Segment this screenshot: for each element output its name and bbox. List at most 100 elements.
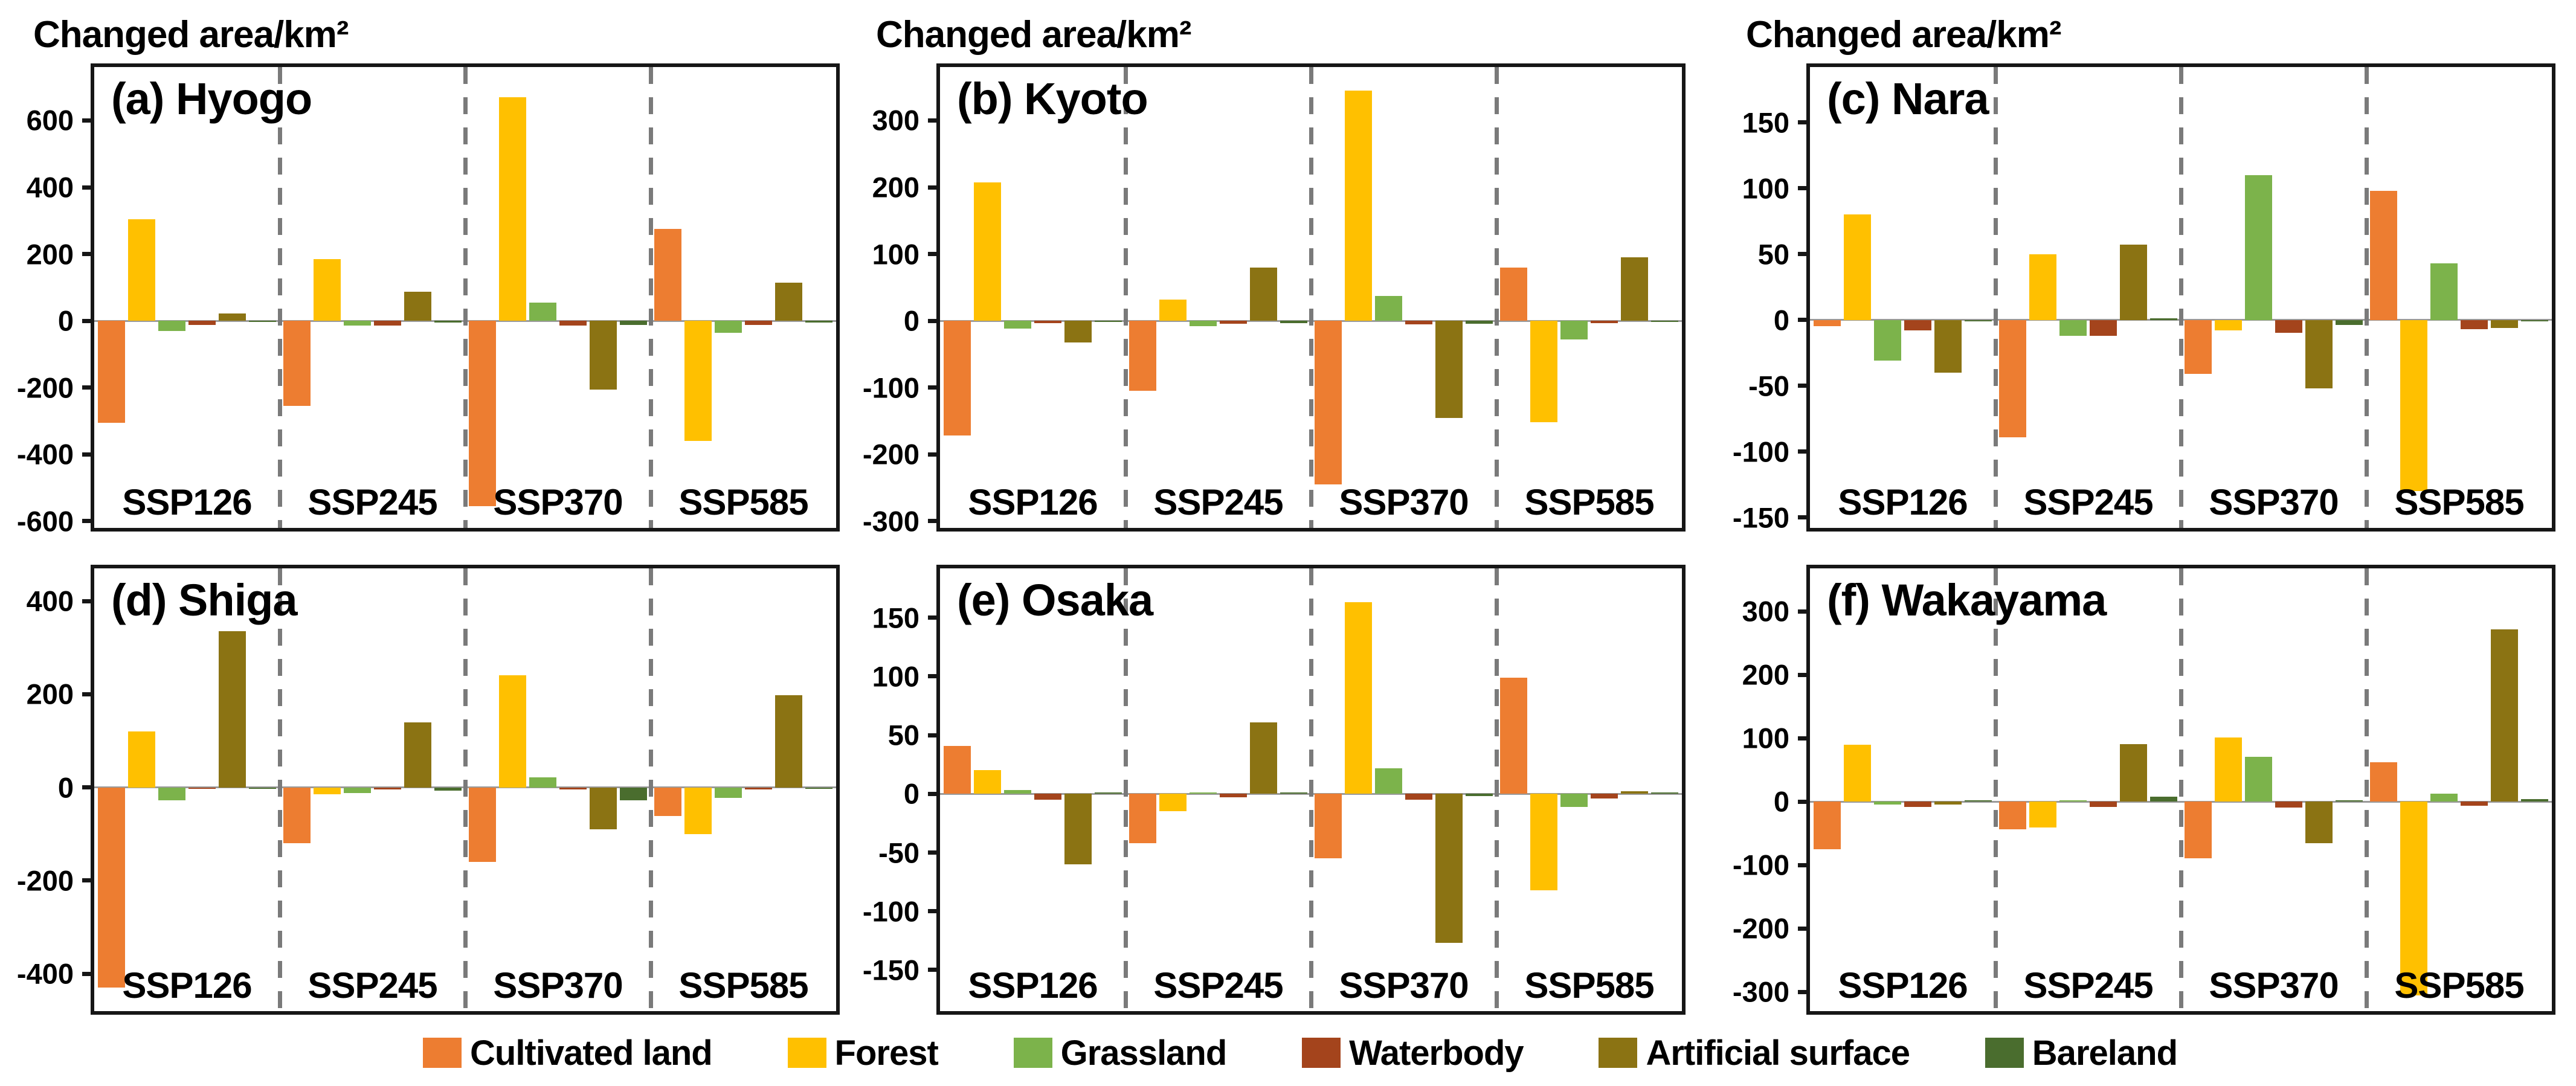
bar-artificial-surface [1064,794,1092,864]
bar-artificial-surface [2491,629,2518,802]
bar-waterbody [188,787,216,789]
panel-label: (b) Kyoto [957,74,1148,124]
bar-bareland [434,787,462,791]
bar-cultivated-land [1999,802,2026,829]
legend-label: Waterbody [1349,1033,1524,1073]
y-tick-label: 50 [887,719,919,751]
panel-shiga: SSP126 SSP245 SSP370 SSP585 (d) Shiga 400 20… [17,565,840,1015]
panel-hyogo: SSP126 SSP245 SSP370 SSP585 (a) Hyogo 600 40… [17,63,840,537]
bar-forest [2400,802,2427,995]
bar-cultivated-land [1129,794,1156,843]
bar-cultivated-land [469,787,496,863]
scenario-divider [2364,568,2369,1011]
y-tick-mark [82,519,94,524]
bar-bareland [2150,797,2177,802]
bar-waterbody [1034,321,1061,323]
scenario-label: SSP370 [1339,965,1469,1006]
legend-item-bareland: Bareland [1985,1033,2178,1073]
bar-waterbody [374,787,401,789]
y-tick-mark [82,118,94,123]
grassland-swatch-icon [1013,1038,1052,1068]
y-tick-label: 200 [26,238,74,271]
y-tick-mark [82,971,94,976]
y-tick-mark [82,785,94,790]
y-tick-mark [928,909,940,914]
bar-forest [1844,214,1871,320]
y-tick-mark [928,452,940,457]
bar-bareland [1965,320,1992,321]
bar-cultivated-land [283,321,311,406]
bar-cultivated-land [2185,320,2212,374]
plot-canvas: SSP126 SSP245 SSP370 SSP585 [940,67,1682,528]
y-tick-label: 0 [1773,304,1789,336]
y-tick-label: 400 [26,171,74,204]
bar-bareland [1280,792,1307,794]
bar-artificial-surface [775,282,802,321]
bar-forest [499,675,526,788]
bar-forest [1844,744,1871,802]
y-tick-mark [82,878,94,883]
y-tick-mark [928,674,940,679]
bar-forest [974,770,1001,794]
bar-forest [684,787,712,834]
bar-forest [128,219,155,321]
scenario-label: SSP245 [308,482,437,522]
y-tick-mark [82,318,94,323]
plot-canvas: SSP126 SSP245 SSP370 SSP585 [94,568,836,1011]
bar-bareland [1651,321,1678,323]
y-tick-mark [1798,863,1810,867]
y-tick-label: 600 [26,104,74,137]
bar-grassland [1375,768,1402,794]
bar-cultivated-land [1315,794,1342,859]
y-tick-mark [928,185,940,190]
scenario-divider [2178,568,2183,1011]
bar-artificial-surface [404,291,431,321]
y-tick-label: -50 [878,837,919,869]
bar-waterbody [559,321,587,326]
artificial-surface-swatch-icon [1599,1038,1638,1068]
bar-grassland [1004,790,1031,794]
y-tick-mark [82,599,94,603]
axis-title-col-a: Changed area/km² [33,14,349,56]
panel-label: (f) Wakayama [1827,575,2107,625]
y-tick-mark [928,519,940,524]
y-tick-label: 100 [1742,172,1789,205]
legend-item-forest: Forest [787,1033,939,1073]
scenario-label: SSP585 [1524,482,1654,522]
panel-osaka: SSP126 SSP245 SSP370 SSP585 (e) Osaka 150 10… [863,565,1686,1015]
bar-waterbody [1591,321,1618,323]
bareland-swatch-icon [1985,1038,2024,1068]
y-tick-mark [1798,672,1810,677]
bar-waterbody [1405,321,1432,324]
bar-forest [2400,320,2427,491]
bar-forest [1159,794,1187,812]
bar-grassland [2245,175,2272,320]
bar-artificial-surface [1435,321,1463,418]
bar-cultivated-land [654,787,681,817]
cultivated-land-swatch-icon [423,1038,462,1068]
scenario-divider [463,568,468,1011]
bar-bareland [249,787,276,789]
bar-waterbody [2090,802,2117,807]
waterbody-swatch-icon [1302,1038,1341,1068]
y-tick-mark [1798,515,1810,520]
scenario-label: SSP126 [968,965,1098,1006]
bar-forest [314,787,341,795]
scenario-divider [277,568,282,1011]
bar-artificial-surface [1064,321,1092,342]
y-tick-mark [82,692,94,696]
bar-bareland [2336,320,2363,326]
bar-grassland [715,321,742,333]
plot-area: SSP126 SSP245 SSP370 SSP585 (f) Wakayama 30… [1733,565,2555,1015]
scenario-label: SSP370 [2209,482,2339,522]
scenario-label: SSP245 [1153,482,1283,522]
y-tick-mark [1798,449,1810,454]
y-tick-mark [1798,120,1810,125]
bar-forest [314,259,341,321]
y-tick-mark [928,850,940,855]
bar-artificial-surface [1250,267,1277,321]
y-tick-label: 300 [872,104,919,137]
bar-waterbody [1904,320,1931,330]
bar-cultivated-land [1315,321,1342,485]
legend-label: Forest [834,1033,939,1073]
